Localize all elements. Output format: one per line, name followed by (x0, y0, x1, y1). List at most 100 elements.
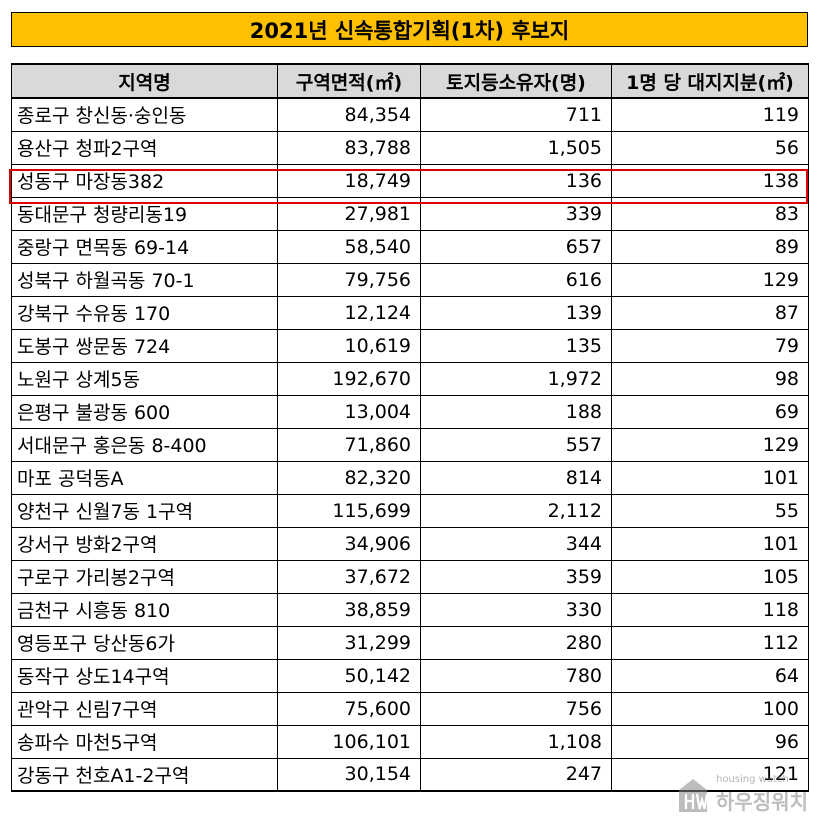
cell-area: 79,756 (277, 262, 421, 297)
cell-land-share: 96 (611, 724, 809, 759)
table-row: 강동구 천호A1-2구역 30,154 247 121 (11, 757, 809, 792)
cell-owners: 359 (420, 559, 612, 594)
cell-land-share: 55 (611, 493, 809, 528)
candidate-sites-table: 지역명 구역면적(㎡) 토지등소유자(명) 1명 당 대지지분(㎡) 종로구 창… (11, 63, 809, 792)
cell-region: 서대문구 홍은동 8-400 (11, 427, 278, 462)
cell-land-share: 56 (611, 130, 809, 165)
cell-region: 도봉구 쌍문동 724 (11, 328, 278, 363)
table-row: 양천구 신월7동 1구역 115,699 2,112 55 (11, 493, 809, 528)
cell-region: 강서구 방화2구역 (11, 526, 278, 561)
cell-area: 27,981 (277, 196, 421, 231)
table-row: 용산구 청파2구역 83,788 1,505 56 (11, 130, 809, 165)
cell-region: 금천구 시흥동 810 (11, 592, 278, 627)
cell-owners: 344 (420, 526, 612, 561)
header-row: 지역명 구역면적(㎡) 토지등소유자(명) 1명 당 대지지분(㎡) (11, 63, 809, 99)
table-row: 도봉구 쌍문동 724 10,619 135 79 (11, 328, 809, 363)
table-row: 동대문구 청량리동19 27,981 339 83 (11, 196, 809, 231)
cell-land-share: 98 (611, 361, 809, 396)
table-body: 종로구 창신동·숭인동 84,354 711 119 용산구 청파2구역 83,788 1,… (11, 97, 809, 792)
cell-area: 10,619 (277, 328, 421, 363)
cell-area: 75,600 (277, 691, 421, 726)
cell-owners: 330 (420, 592, 612, 627)
cell-land-share: 138 (611, 163, 809, 198)
cell-owners: 557 (420, 427, 612, 462)
table-row: 서대문구 홍은동 8-400 71,860 557 129 (11, 427, 809, 462)
cell-region: 용산구 청파2구역 (11, 130, 278, 165)
cell-owners: 1,108 (420, 724, 612, 759)
table-row: 동작구 상도14구역 50,142 780 64 (11, 658, 809, 693)
column-header-owners: 토지등소유자(명) (420, 63, 612, 99)
cell-area: 84,354 (277, 97, 421, 132)
cell-land-share: 100 (611, 691, 809, 726)
cell-owners: 188 (420, 394, 612, 429)
cell-area: 115,699 (277, 493, 421, 528)
cell-owners: 280 (420, 625, 612, 660)
table-row: 은평구 불광동 600 13,004 188 69 (11, 394, 809, 429)
table-row: 강서구 방화2구역 34,906 344 101 (11, 526, 809, 561)
cell-region: 노원구 상계5동 (11, 361, 278, 396)
cell-area: 82,320 (277, 460, 421, 495)
cell-land-share: 105 (611, 559, 809, 594)
cell-land-share: 64 (611, 658, 809, 693)
table-row: 영등포구 당산동6가 31,299 280 112 (11, 625, 809, 660)
table-row: 금천구 시흥동 810 38,859 330 118 (11, 592, 809, 627)
cell-area: 83,788 (277, 130, 421, 165)
table-row: 종로구 창신동·숭인동 84,354 711 119 (11, 97, 809, 132)
cell-region: 중랑구 면목동 69-14 (11, 229, 278, 264)
cell-owners: 657 (420, 229, 612, 264)
cell-area: 30,154 (277, 757, 421, 792)
cell-area: 106,101 (277, 724, 421, 759)
cell-region: 종로구 창신동·숭인동 (11, 97, 278, 132)
cell-land-share: 89 (611, 229, 809, 264)
cell-land-share: 112 (611, 625, 809, 660)
cell-region: 마포 공덕동A (11, 460, 278, 495)
table-title: 2021년 신속통합기획(1차) 후보지 (11, 12, 808, 47)
table-row: 송파수 마천5구역 106,101 1,108 96 (11, 724, 809, 759)
cell-area: 34,906 (277, 526, 421, 561)
cell-land-share: 121 (611, 757, 809, 792)
table-row: 관악구 신림7구역 75,600 756 100 (11, 691, 809, 726)
cell-owners: 2,112 (420, 493, 612, 528)
cell-area: 58,540 (277, 229, 421, 264)
table-row: 노원구 상계5동 192,670 1,972 98 (11, 361, 809, 396)
cell-land-share: 119 (611, 97, 809, 132)
cell-owners: 1,505 (420, 130, 612, 165)
cell-area: 18,749 (277, 163, 421, 198)
cell-owners: 1,972 (420, 361, 612, 396)
column-header-land-share: 1명 당 대지지분(㎡) (611, 63, 809, 99)
cell-land-share: 87 (611, 295, 809, 330)
cell-region: 성동구 마장동382 (11, 163, 278, 198)
table-row: 성동구 마장동382 18,749 136 138 (11, 163, 809, 198)
cell-land-share: 69 (611, 394, 809, 429)
cell-area: 37,672 (277, 559, 421, 594)
cell-region: 송파수 마천5구역 (11, 724, 278, 759)
cell-region: 은평구 불광동 600 (11, 394, 278, 429)
cell-region: 강북구 수유동 170 (11, 295, 278, 330)
cell-owners: 756 (420, 691, 612, 726)
cell-area: 50,142 (277, 658, 421, 693)
cell-owners: 616 (420, 262, 612, 297)
cell-area: 13,004 (277, 394, 421, 429)
cell-region: 강동구 천호A1-2구역 (11, 757, 278, 792)
cell-owners: 339 (420, 196, 612, 231)
cell-region: 영등포구 당산동6가 (11, 625, 278, 660)
cell-owners: 780 (420, 658, 612, 693)
cell-region: 관악구 신림7구역 (11, 691, 278, 726)
cell-area: 71,860 (277, 427, 421, 462)
cell-owners: 136 (420, 163, 612, 198)
table-row: 강북구 수유동 170 12,124 139 87 (11, 295, 809, 330)
cell-region: 구로구 가리봉2구역 (11, 559, 278, 594)
cell-area: 38,859 (277, 592, 421, 627)
table-row: 중랑구 면목동 69-14 58,540 657 89 (11, 229, 809, 264)
cell-owners: 711 (420, 97, 612, 132)
cell-area: 192,670 (277, 361, 421, 396)
cell-land-share: 118 (611, 592, 809, 627)
cell-land-share: 79 (611, 328, 809, 363)
cell-region: 동대문구 청량리동19 (11, 196, 278, 231)
table-row: 마포 공덕동A 82,320 814 101 (11, 460, 809, 495)
cell-land-share: 129 (611, 427, 809, 462)
cell-area: 12,124 (277, 295, 421, 330)
cell-land-share: 101 (611, 526, 809, 561)
cell-owners: 139 (420, 295, 612, 330)
cell-region: 동작구 상도14구역 (11, 658, 278, 693)
